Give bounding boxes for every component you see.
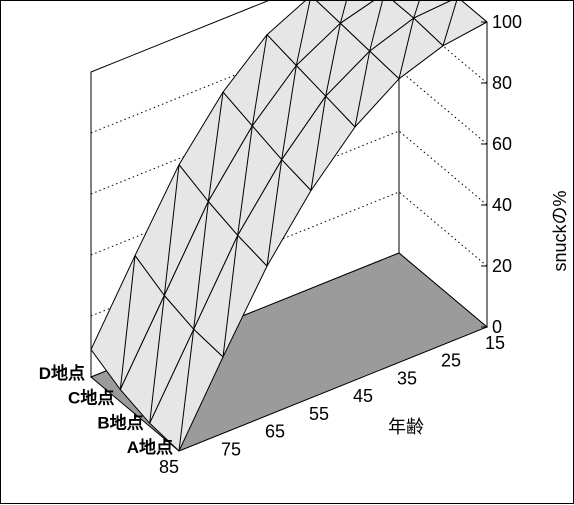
surface-diagonal (281, 65, 297, 160)
surface-diagonal (193, 201, 209, 330)
surface-diagonal (398, 17, 415, 79)
z-tick-label: 20 (492, 256, 512, 276)
surface-diagonal (163, 164, 180, 296)
x-tick-label: 55 (309, 404, 329, 424)
surface-diagonal (369, 1, 383, 52)
x-tick-label: 15 (485, 333, 505, 353)
surface-diagonal (310, 96, 327, 191)
surface-diagonal (295, 1, 311, 66)
surface-diagonal (119, 255, 136, 390)
y-tick-label: B地点 (97, 412, 143, 432)
z-tick-label: 40 (492, 195, 512, 215)
y-tick-label: C地点 (68, 388, 114, 408)
surface-diagonal (237, 125, 253, 236)
surface-diagonal (251, 34, 268, 126)
surface-diagonal (354, 50, 371, 128)
surface-layer (90, 1, 488, 452)
surface-diagonal (442, 1, 458, 46)
surface-diagonal (339, 1, 347, 24)
y-axis-ticks: A地点 B地点 C地点 D地点 (39, 363, 173, 457)
z-tick-label: 60 (492, 134, 512, 154)
x-tick-label: 75 (221, 439, 241, 459)
x-tick-label: 65 (265, 422, 285, 442)
z-tick-label: 80 (492, 73, 512, 93)
surface-diagonal (149, 295, 165, 424)
z-tick-label: 0 (492, 317, 502, 337)
surface-diagonal (413, 1, 420, 19)
z-axis-title: snuckの% (550, 190, 570, 271)
surface-diagonal (207, 91, 224, 202)
y-tick-label: A地点 (127, 437, 173, 457)
surface-diagonal (266, 159, 283, 267)
x-axis-title: 年齢 (388, 417, 424, 437)
x-tick-label: 85 (159, 457, 179, 477)
surface-diagonal (325, 23, 341, 97)
surface-diagonal (222, 235, 239, 358)
z-axis-ticks: 0 20 40 60 80 100 (481, 12, 522, 337)
z-tick-label: 100 (492, 12, 522, 32)
surface-diagonal (178, 329, 195, 452)
y-tick-label: D地点 (39, 363, 85, 383)
x-tick-label: 35 (397, 368, 417, 388)
x-tick-label: 45 (353, 386, 373, 406)
x-axis-ticks: 85 75 65 55 45 35 25 15 (159, 333, 505, 477)
x-tick-label: 25 (441, 351, 461, 371)
